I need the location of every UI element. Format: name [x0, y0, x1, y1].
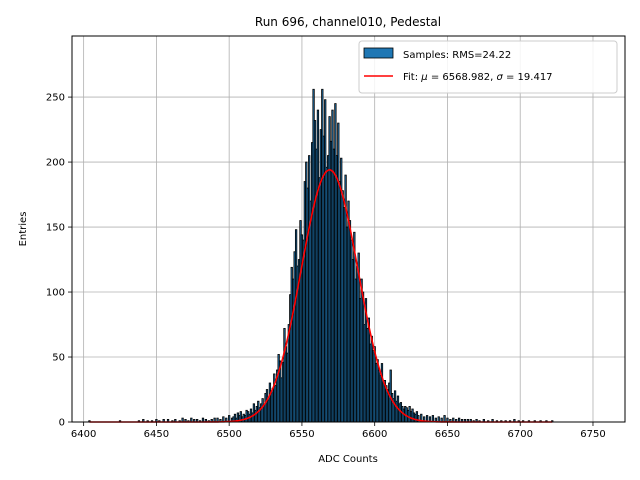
legend-samples-label: Samples: RMS=24.22 [403, 50, 511, 61]
chart-title: Run 696, channel010, Pedestal [255, 15, 441, 29]
legend-fit-mu-value: = 6568.982, [428, 72, 497, 83]
legend-samples-swatch [363, 47, 394, 59]
plot-frame [71, 35, 626, 423]
legend-fit-sigma-value: = 19.417 [503, 72, 553, 83]
x-tick-label: 6600 [362, 429, 387, 440]
x-tick-label: 6400 [71, 429, 96, 440]
y-tick-label: 0 [59, 418, 65, 429]
y-axis: 0 50 100 150 200 250 [46, 93, 72, 429]
x-tick-label: 6450 [144, 429, 169, 440]
y-tick-label: 250 [46, 93, 65, 104]
y-tick-label: 200 [46, 158, 65, 169]
legend-fit-prefix: Fit: [403, 72, 421, 83]
legend-fit-mu-symbol: μ [420, 72, 427, 83]
x-tick-label: 6650 [435, 429, 460, 440]
x-tick-label: 6550 [289, 429, 314, 440]
y-axis-label: Entries [18, 212, 29, 247]
x-tick-label: 6750 [580, 429, 605, 440]
legend: Samples: RMS=24.22 Fit: μ = 6568.982, σ … [358, 40, 618, 94]
y-tick-label: 50 [52, 353, 65, 364]
legend-fit-label: Fit: μ = 6568.982, σ = 19.417 [403, 72, 553, 83]
x-axis-label: ADC Counts [318, 454, 378, 465]
x-tick-label: 6500 [216, 429, 241, 440]
y-tick-label: 150 [46, 223, 65, 234]
x-tick-label: 6700 [507, 429, 532, 440]
y-tick-label: 100 [46, 288, 65, 299]
histogram-bar [443, 415, 446, 423]
x-axis: 6400 6450 6500 6550 6600 6650 6700 6750 [71, 422, 606, 440]
legend-box [358, 40, 618, 94]
legend-fit-sigma-symbol: σ [496, 72, 503, 83]
